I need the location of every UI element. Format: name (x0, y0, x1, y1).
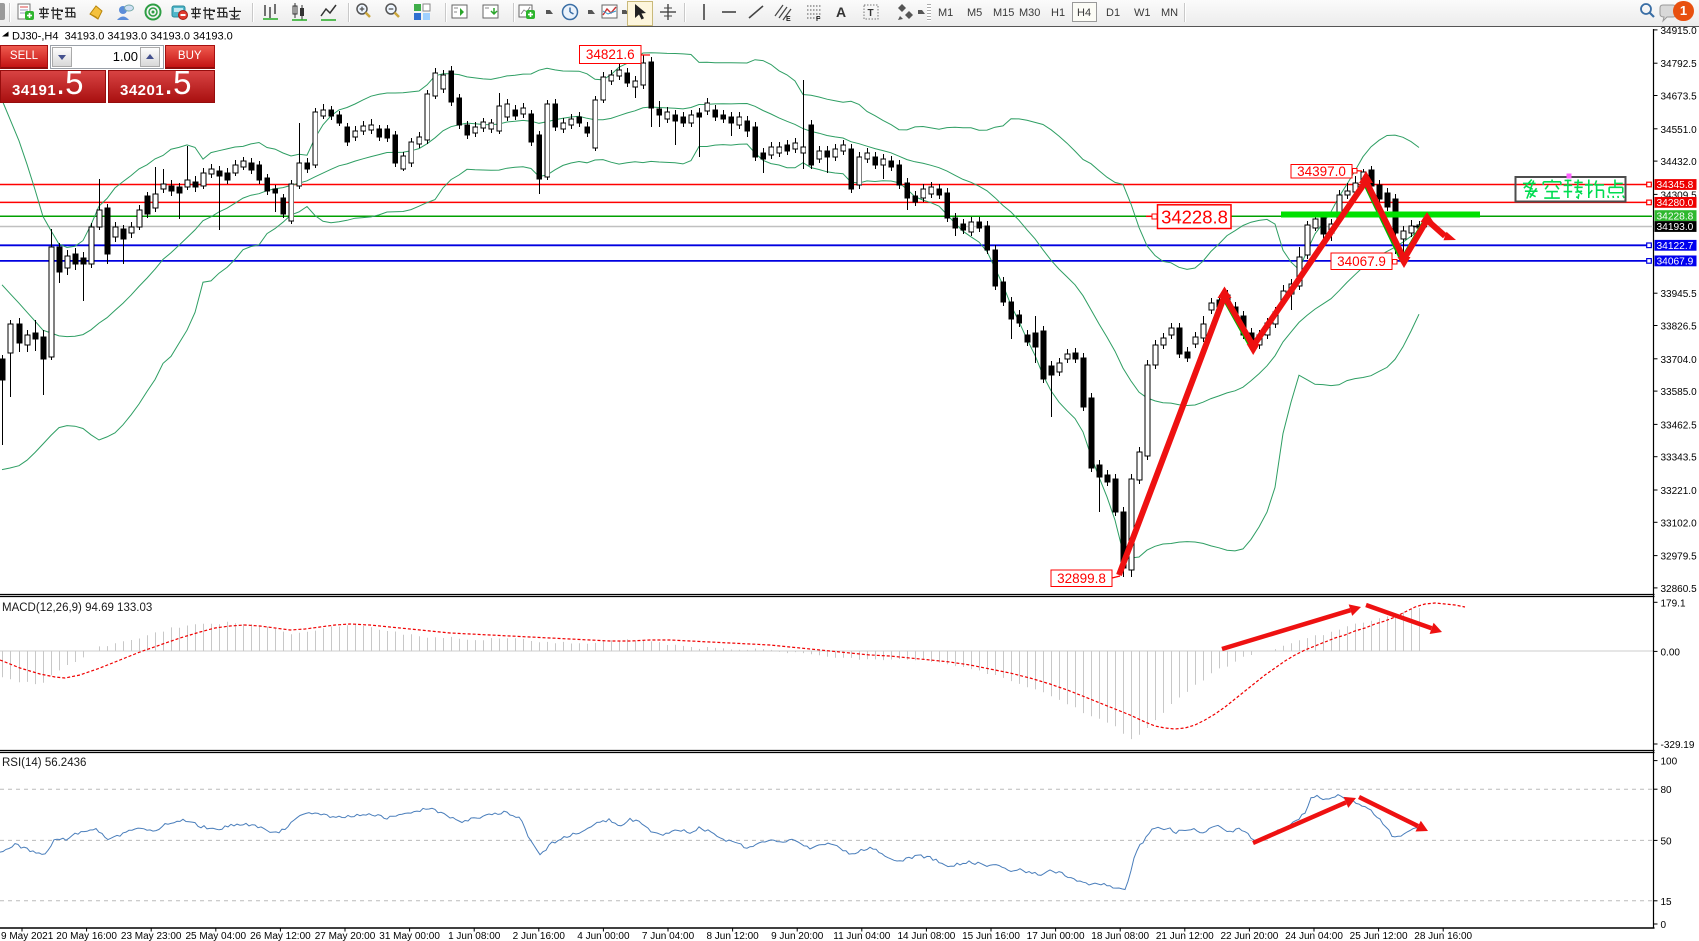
svg-text:2 Jun 16:00: 2 Jun 16:00 (513, 931, 566, 941)
svg-text:RSI(14) 56.2436: RSI(14) 56.2436 (2, 757, 86, 769)
svg-text:34193.0: 34193.0 (1657, 222, 1694, 233)
svg-text:T: T (868, 8, 874, 19)
svg-text:50: 50 (1661, 836, 1673, 847)
svg-text:18 Jun 08:00: 18 Jun 08:00 (1091, 931, 1149, 941)
svg-text:33585.0: 33585.0 (1661, 387, 1698, 398)
svg-text:34309.5: 34309.5 (1661, 190, 1698, 201)
svg-text:21 Jun 12:00: 21 Jun 12:00 (1156, 931, 1214, 941)
svg-text:-329.19: -329.19 (1661, 740, 1695, 751)
svg-text:24 Jun 04:00: 24 Jun 04:00 (1285, 931, 1343, 941)
svg-text:32979.5: 32979.5 (1661, 552, 1698, 563)
svg-text:34792.5: 34792.5 (1661, 59, 1698, 70)
svg-text:33221.0: 33221.0 (1661, 486, 1698, 497)
svg-text:33102.0: 33102.0 (1661, 518, 1698, 529)
svg-text:31 May 00:00: 31 May 00:00 (379, 931, 440, 941)
svg-text:34122.7: 34122.7 (1657, 241, 1694, 252)
svg-text:MACD(12,26,9) 94.69 133.03: MACD(12,26,9) 94.69 133.03 (2, 602, 152, 614)
svg-text:33704.0: 33704.0 (1661, 355, 1698, 366)
svg-text:0.00: 0.00 (1661, 647, 1681, 658)
svg-text:33826.5: 33826.5 (1661, 322, 1698, 333)
svg-text:32899.8: 32899.8 (1057, 571, 1106, 586)
svg-text:20 May 16:00: 20 May 16:00 (56, 931, 117, 941)
svg-text:34551.0: 34551.0 (1661, 125, 1698, 136)
svg-text:27 May 20:00: 27 May 20:00 (315, 931, 376, 941)
svg-text:26 May 12:00: 26 May 12:00 (250, 931, 311, 941)
svg-text:33343.5: 33343.5 (1661, 453, 1698, 464)
svg-text:33945.5: 33945.5 (1661, 289, 1698, 300)
svg-text:11 Jun 04:00: 11 Jun 04:00 (833, 931, 891, 941)
svg-text:25 Jun 12:00: 25 Jun 12:00 (1350, 931, 1408, 941)
svg-text:34821.6: 34821.6 (586, 47, 635, 62)
svg-text:28 Jun 16:00: 28 Jun 16:00 (1414, 931, 1472, 941)
svg-text:8 Jun 12:00: 8 Jun 12:00 (706, 931, 759, 941)
svg-text:15: 15 (1661, 897, 1673, 908)
svg-text:23 May 23:00: 23 May 23:00 (121, 931, 182, 941)
svg-text:DJ30-,H4 34193.0 34193.0 3419: DJ30-,H4 34193.0 34193.0 34193.0 34193.0 (12, 31, 233, 43)
svg-text:1 Jun 08:00: 1 Jun 08:00 (448, 931, 501, 941)
svg-text:14 Jun 08:00: 14 Jun 08:00 (897, 931, 955, 941)
svg-text:F: F (816, 16, 821, 22)
svg-text:34228.8: 34228.8 (1161, 207, 1228, 228)
svg-text:32860.5: 32860.5 (1661, 584, 1698, 595)
svg-text:34915.0: 34915.0 (1661, 27, 1698, 37)
svg-text:34432.0: 34432.0 (1661, 157, 1698, 168)
svg-text:34673.5: 34673.5 (1661, 92, 1698, 103)
svg-text:33462.5: 33462.5 (1661, 420, 1698, 431)
svg-text:22 Jun 20:00: 22 Jun 20:00 (1220, 931, 1278, 941)
svg-text:0: 0 (1661, 920, 1667, 931)
svg-text:4 Jun 00:00: 4 Jun 00:00 (577, 931, 630, 941)
svg-text:7 Jun 04:00: 7 Jun 04:00 (642, 931, 695, 941)
svg-text:34067.9: 34067.9 (1657, 257, 1694, 268)
svg-text:9 May 2021: 9 May 2021 (1, 931, 54, 941)
svg-text:25 May 04:00: 25 May 04:00 (185, 931, 246, 941)
svg-text:34397.0: 34397.0 (1297, 164, 1346, 179)
svg-text:17 Jun 00:00: 17 Jun 00:00 (1027, 931, 1085, 941)
svg-text:15 Jun 16:00: 15 Jun 16:00 (962, 931, 1020, 941)
svg-text:34345.8: 34345.8 (1657, 180, 1694, 191)
svg-text:34228.8: 34228.8 (1657, 211, 1694, 222)
svg-text:34067.9: 34067.9 (1337, 254, 1386, 269)
svg-text:179.1: 179.1 (1661, 598, 1686, 609)
svg-text:E: E (786, 16, 791, 22)
svg-text:100: 100 (1661, 757, 1678, 768)
svg-text:80: 80 (1661, 785, 1673, 796)
svg-text:9 Jun 20:00: 9 Jun 20:00 (771, 931, 824, 941)
svg-text:34280.0: 34280.0 (1657, 198, 1694, 209)
